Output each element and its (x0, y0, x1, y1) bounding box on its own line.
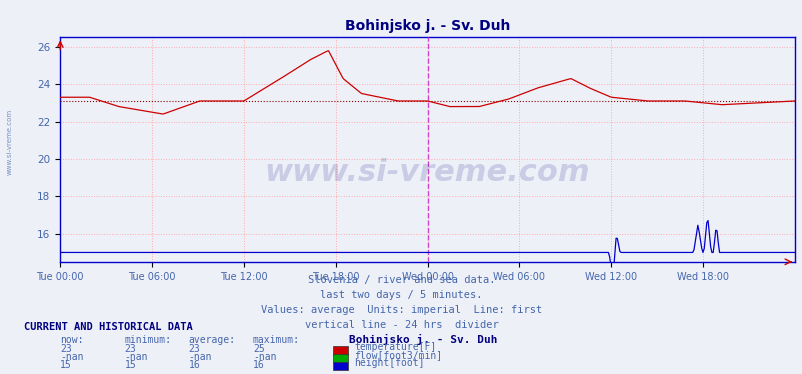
Text: -nan: -nan (253, 352, 276, 362)
Text: 23: 23 (124, 344, 136, 354)
Text: Bohinjsko j. - Sv. Duh: Bohinjsko j. - Sv. Duh (349, 334, 497, 345)
Text: -nan: -nan (188, 352, 212, 362)
Text: 15: 15 (60, 360, 72, 370)
Text: maximum:: maximum: (253, 335, 300, 345)
Text: 23: 23 (60, 344, 72, 354)
Text: 23: 23 (188, 344, 200, 354)
Text: vertical line - 24 hrs  divider: vertical line - 24 hrs divider (304, 320, 498, 330)
Text: height[foot]: height[foot] (354, 358, 424, 368)
Text: -nan: -nan (60, 352, 83, 362)
Text: minimum:: minimum: (124, 335, 172, 345)
Text: Slovenia / river and sea data.: Slovenia / river and sea data. (307, 275, 495, 285)
Text: CURRENT AND HISTORICAL DATA: CURRENT AND HISTORICAL DATA (24, 322, 192, 332)
Title: Bohinjsko j. - Sv. Duh: Bohinjsko j. - Sv. Duh (345, 19, 509, 33)
Text: last two days / 5 minutes.: last two days / 5 minutes. (320, 290, 482, 300)
Text: 16: 16 (188, 360, 200, 370)
Text: 16: 16 (253, 360, 265, 370)
Text: www.si-vreme.com: www.si-vreme.com (6, 109, 12, 175)
Text: now:: now: (60, 335, 83, 345)
Text: www.si-vreme.com: www.si-vreme.com (265, 157, 589, 187)
Text: 25: 25 (253, 344, 265, 354)
Text: Values: average  Units: imperial  Line: first: Values: average Units: imperial Line: fi… (261, 305, 541, 315)
Text: flow[foot3/min]: flow[foot3/min] (354, 350, 442, 360)
Text: 15: 15 (124, 360, 136, 370)
Text: -nan: -nan (124, 352, 148, 362)
Text: temperature[F]: temperature[F] (354, 342, 435, 352)
Text: average:: average: (188, 335, 236, 345)
